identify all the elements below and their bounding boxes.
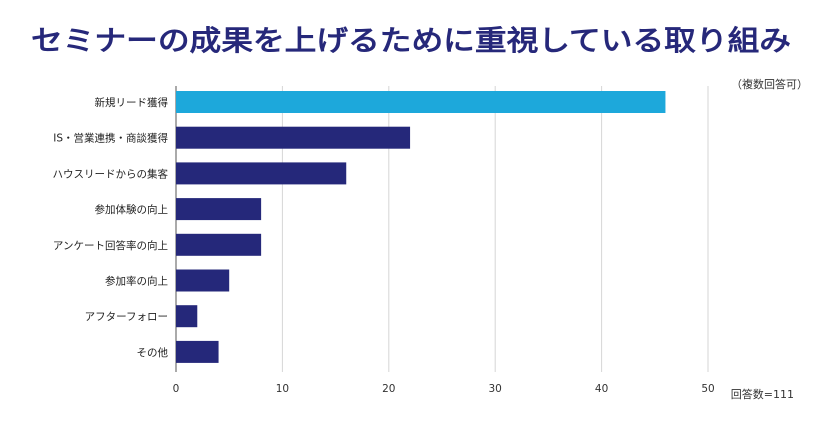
category-label-4: 参加体験の向上 — [95, 203, 169, 216]
bar-2 — [176, 126, 411, 149]
sample-size-label: 回答数=111 — [731, 387, 794, 401]
category-label-2: IS・営業連携・商談獲得 — [53, 132, 168, 145]
bar-8 — [176, 340, 219, 363]
x-axis-ticks: 0 10 20 30 40 50 — [173, 383, 715, 395]
bars — [176, 91, 666, 363]
x-tick-label-40: 40 — [595, 383, 608, 395]
x-tick-label-10: 10 — [276, 383, 289, 395]
category-label-5: アンケート回答率の向上 — [53, 239, 168, 252]
bar-5 — [176, 233, 262, 256]
bar-6 — [176, 269, 230, 292]
chart-title: セミナーの成果を上げるために重視している取り組み — [31, 24, 791, 57]
bar-1 — [176, 91, 666, 113]
category-label-1: 新規リード獲得 — [95, 96, 169, 109]
bar-3 — [176, 162, 347, 185]
bar-7 — [176, 305, 198, 328]
multiple-answers-note: （複数回答可） — [731, 77, 808, 91]
bar-4 — [176, 198, 262, 221]
category-label-8: その他 — [137, 346, 169, 359]
x-tick-label-20: 20 — [382, 383, 395, 395]
category-labels: 新規リード獲得 IS・営業連携・商談獲得ハウスリードからの集客参加体験の向上アンケ… — [53, 96, 169, 359]
category-label-6: 参加率の向上 — [105, 275, 168, 288]
category-label-3: ハウスリードからの集客 — [53, 167, 169, 180]
category-label-7: アフターフォロー — [85, 311, 168, 323]
x-tick-label-30: 30 — [489, 383, 502, 395]
x-tick-label-50: 50 — [701, 383, 714, 395]
x-tick-label-0: 0 — [173, 383, 180, 395]
